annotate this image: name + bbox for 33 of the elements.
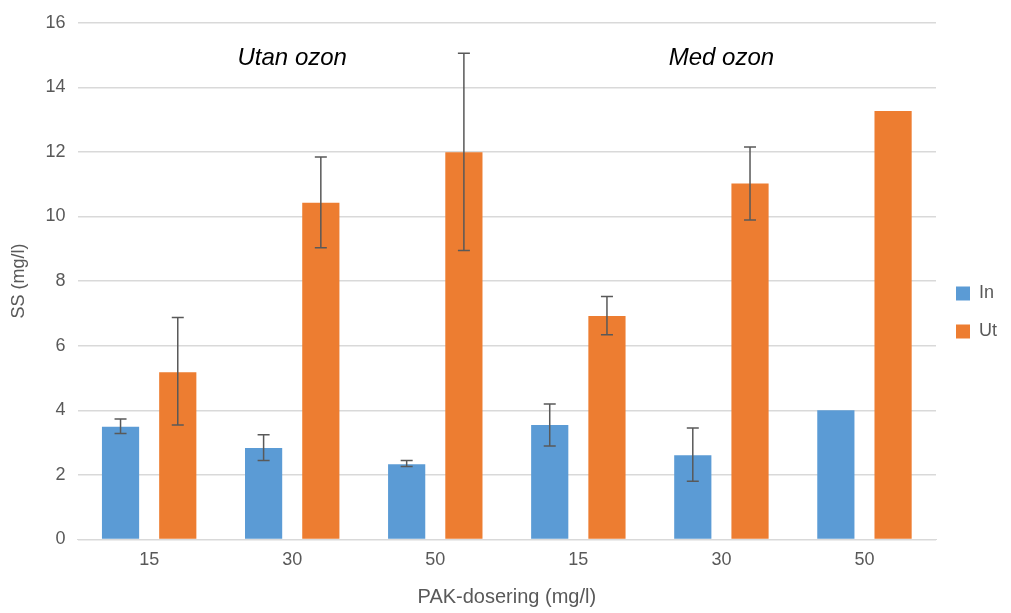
bar [817, 410, 855, 539]
bar [159, 372, 197, 539]
y-tick-label: 4 [55, 399, 66, 420]
x-tick-label: 30 [282, 549, 303, 570]
x-tick-label: 15 [139, 549, 160, 570]
y-tick-label: 12 [45, 140, 66, 161]
x-tick-label: 15 [568, 549, 589, 570]
y-tick-label: 0 [55, 528, 66, 549]
bar [531, 425, 569, 539]
bar [588, 315, 626, 539]
bar [388, 464, 426, 539]
bar [445, 152, 483, 539]
x-tick-label: 50 [854, 549, 875, 570]
annotation: Med ozon [668, 43, 775, 71]
y-axis-title: SS (mg/l) [7, 243, 28, 319]
y-tick-label: 16 [45, 11, 66, 32]
y-tick-label: 14 [45, 76, 66, 97]
annotation: Utan ozon [237, 43, 347, 71]
bar [245, 448, 283, 539]
x-tick-label: 30 [711, 549, 732, 570]
legend-label: Ut [979, 320, 997, 341]
y-tick-label: 8 [55, 270, 66, 291]
bar [674, 455, 712, 539]
bar [101, 426, 140, 539]
bar [302, 202, 340, 539]
legend-label: In [979, 282, 995, 303]
bar [731, 183, 769, 539]
y-tick-label: 2 [55, 463, 66, 484]
bar [874, 110, 912, 539]
y-tick-label: 6 [55, 334, 66, 355]
x-axis-title: PAK-dosering (mg/l) [417, 584, 597, 607]
y-tick-label: 10 [45, 205, 66, 226]
x-tick-label: 50 [425, 549, 446, 570]
